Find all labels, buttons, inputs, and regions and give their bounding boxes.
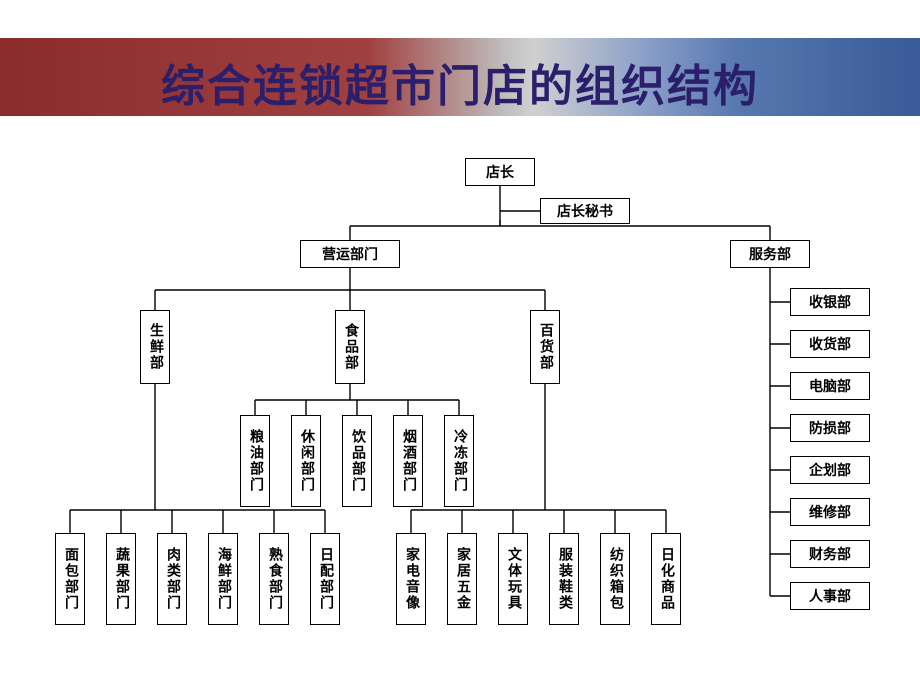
leaf-service-1: 收货部 xyxy=(790,330,870,358)
node-general: 百货部 xyxy=(530,310,560,384)
leaf-food-4: 冷冻部门 xyxy=(444,415,474,507)
node-food: 食品部 xyxy=(335,310,365,384)
node-ops: 营运部门 xyxy=(300,240,400,268)
leaf-fresh-3: 海鲜部门 xyxy=(208,533,238,625)
leaf-general-4: 纺织箱包 xyxy=(600,533,630,625)
node-root: 店长 xyxy=(465,158,535,186)
node-service: 服务部 xyxy=(730,240,810,268)
leaf-service-3: 防损部 xyxy=(790,414,870,442)
leaf-fresh-1: 蔬果部门 xyxy=(106,533,136,625)
leaf-service-6: 财务部 xyxy=(790,540,870,568)
page-title: 综合连锁超市门店的组织结构 xyxy=(0,50,920,114)
leaf-service-7: 人事部 xyxy=(790,582,870,610)
leaf-food-1: 休闲部门 xyxy=(291,415,321,507)
leaf-fresh-0: 面包部门 xyxy=(55,533,85,625)
leaf-general-0: 家电音像 xyxy=(396,533,426,625)
leaf-fresh-2: 肉类部门 xyxy=(157,533,187,625)
leaf-food-0: 粮油部门 xyxy=(240,415,270,507)
leaf-general-2: 文体玩具 xyxy=(498,533,528,625)
leaf-fresh-5: 日配部门 xyxy=(310,533,340,625)
org-chart: 店长 店长秘书 营运部门 服务部 生鲜部 食品部 百货部 面包部门 蔬果部门 肉… xyxy=(0,140,920,690)
node-fresh: 生鲜部 xyxy=(140,310,170,384)
leaf-general-3: 服装鞋类 xyxy=(549,533,579,625)
leaf-general-1: 家居五金 xyxy=(447,533,477,625)
leaf-service-5: 维修部 xyxy=(790,498,870,526)
leaf-food-2: 饮品部门 xyxy=(342,415,372,507)
leaf-general-5: 日化商品 xyxy=(651,533,681,625)
leaf-fresh-4: 熟食部门 xyxy=(259,533,289,625)
leaf-food-3: 烟酒部门 xyxy=(393,415,423,507)
node-secretary: 店长秘书 xyxy=(540,198,630,224)
leaf-service-2: 电脑部 xyxy=(790,372,870,400)
leaf-service-4: 企划部 xyxy=(790,456,870,484)
leaf-service-0: 收银部 xyxy=(790,288,870,316)
